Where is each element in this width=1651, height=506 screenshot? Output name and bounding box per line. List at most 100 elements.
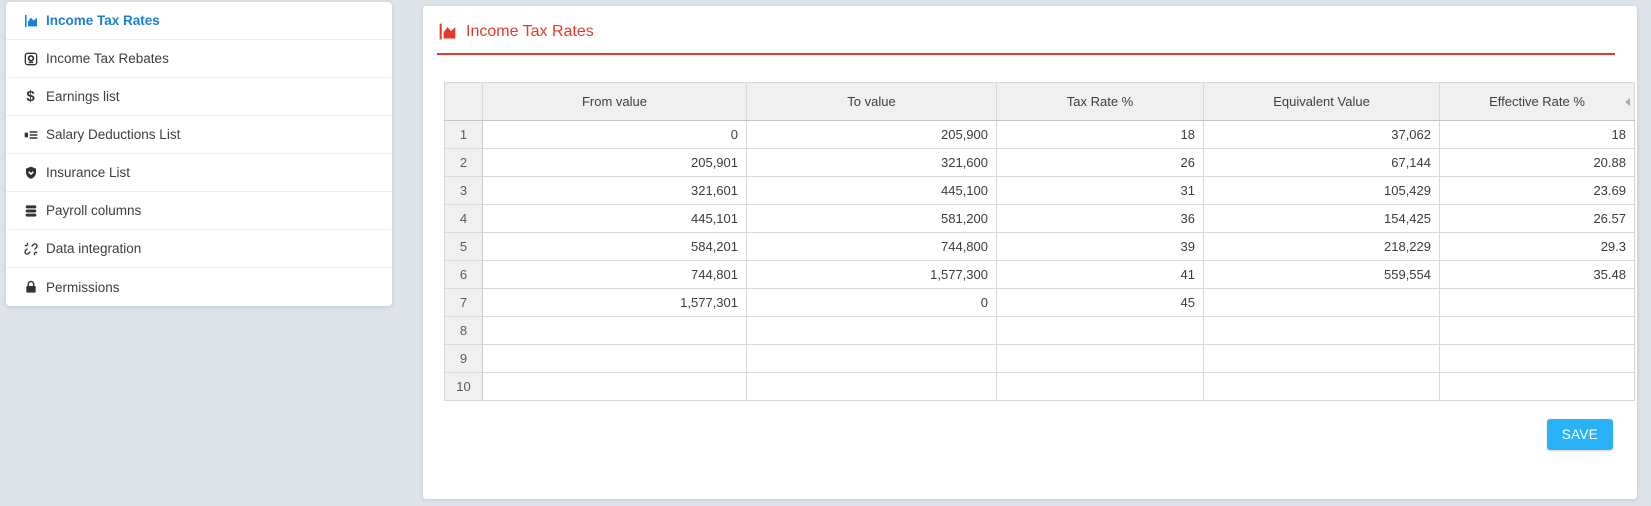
grid-cell[interactable]: 20.88	[1439, 148, 1635, 177]
sidebar-item-label: Earnings list	[46, 89, 120, 104]
grid-cell[interactable]	[1439, 316, 1635, 345]
grid-cell[interactable]: 105,429	[1203, 176, 1440, 205]
grid-cell[interactable]	[1203, 316, 1440, 345]
content-panel: Income Tax Rates From value To value Tax…	[423, 6, 1637, 499]
area-chart-icon	[22, 12, 39, 29]
grid-row: 6 744,801 1,577,300 41 559,554 35.48	[444, 260, 1635, 289]
grid-cell[interactable]	[996, 344, 1204, 373]
title-divider	[437, 53, 1615, 55]
grid-cell[interactable]: 1,577,300	[746, 260, 997, 289]
sidebar-item-label: Data integration	[46, 241, 142, 256]
grid-cell[interactable]: 584,201	[482, 232, 747, 261]
grid-cell[interactable]: 744,800	[746, 232, 997, 261]
grid-cell[interactable]	[1203, 344, 1440, 373]
area-chart-icon	[437, 21, 458, 42]
grid-row: 10	[444, 372, 1635, 401]
grid-cell[interactable]: 23.69	[1439, 176, 1635, 205]
grid-cell[interactable]: 218,229	[1203, 232, 1440, 261]
grid-cell[interactable]	[996, 372, 1204, 401]
grid-cell[interactable]: 445,100	[746, 176, 997, 205]
column-header-effective-rate[interactable]: Effective Rate %	[1439, 82, 1635, 121]
sidebar-item-label: Payroll columns	[46, 203, 142, 218]
sidebar-item-label: Income Tax Rates	[46, 13, 160, 28]
row-number-cell: 4	[444, 204, 483, 233]
grid-cell[interactable]	[996, 316, 1204, 345]
grid-cell[interactable]: 26	[996, 148, 1204, 177]
grid-cell[interactable]: 321,601	[482, 176, 747, 205]
grid-cell[interactable]: 581,200	[746, 204, 997, 233]
link-off-icon	[22, 240, 39, 257]
grid-cell[interactable]: 41	[996, 260, 1204, 289]
grid-cell[interactable]: 154,425	[1203, 204, 1440, 233]
settings-sidebar: Income Tax Rates Income Tax Rebates $ Ea…	[6, 2, 392, 306]
grid-cell[interactable]: 205,900	[746, 120, 997, 149]
grid-cell[interactable]: 744,801	[482, 260, 747, 289]
sidebar-item-income-tax-rebates[interactable]: Income Tax Rebates	[6, 40, 392, 78]
grid-cell[interactable]: 26.57	[1439, 204, 1635, 233]
sidebar-item-permissions[interactable]: Permissions	[6, 268, 392, 306]
grid-cell[interactable]: 321,600	[746, 148, 997, 177]
grid-cell[interactable]: 36	[996, 204, 1204, 233]
grid-cell[interactable]	[746, 344, 997, 373]
database-icon	[22, 202, 39, 219]
column-header-equivalent-value[interactable]: Equivalent Value	[1203, 82, 1440, 121]
sidebar-item-earnings-list[interactable]: $ Earnings list	[6, 78, 392, 116]
grid-cell[interactable]: 31	[996, 176, 1204, 205]
grid-cell[interactable]	[1439, 288, 1635, 317]
grid-cell[interactable]	[482, 372, 747, 401]
row-number-cell: 3	[444, 176, 483, 205]
deductions-list-icon	[22, 126, 39, 143]
grid-cell[interactable]: 559,554	[1203, 260, 1440, 289]
grid-cell[interactable]: 37,062	[1203, 120, 1440, 149]
grid-row: 4 445,101 581,200 36 154,425 26.57	[444, 204, 1635, 233]
row-number-cell: 7	[444, 288, 483, 317]
grid-row: 5 584,201 744,800 39 218,229 29.3	[444, 232, 1635, 261]
sidebar-item-label: Permissions	[46, 279, 120, 295]
sidebar-item-insurance-list[interactable]: Insurance List	[6, 154, 392, 192]
save-button[interactable]: SAVE	[1546, 419, 1613, 450]
sidebar-item-salary-deductions-list[interactable]: Salary Deductions List	[6, 116, 392, 154]
lock-icon	[22, 279, 39, 296]
grid-cell[interactable]: 39	[996, 232, 1204, 261]
grid-cell[interactable]: 35.48	[1439, 260, 1635, 289]
sidebar-item-data-integration[interactable]: Data integration	[6, 230, 392, 268]
dollar-icon: $	[26, 88, 35, 105]
column-menu-handle-icon[interactable]	[1625, 97, 1630, 106]
column-header-from-value[interactable]: From value	[482, 82, 747, 121]
row-number-cell: 6	[444, 260, 483, 289]
grid-row: 1 0 205,900 18 37,062 18	[444, 120, 1635, 149]
grid-cell[interactable]: 445,101	[482, 204, 747, 233]
row-number-cell: 10	[444, 372, 483, 401]
page-title: Income Tax Rates	[466, 22, 594, 40]
grid-cell[interactable]: 18	[1439, 120, 1635, 149]
grid-cell[interactable]	[1203, 372, 1440, 401]
sidebar-item-label: Insurance List	[46, 165, 131, 180]
grid-row: 2 205,901 321,600 26 67,144 20.88	[444, 148, 1635, 177]
grid-cell[interactable]: 1,577,301	[482, 288, 747, 317]
row-number-cell: 5	[444, 232, 483, 261]
row-number-cell: 1	[444, 120, 483, 149]
grid-cell[interactable]	[1439, 344, 1635, 373]
column-header-tax-rate[interactable]: Tax Rate %	[996, 82, 1204, 121]
panel-header: Income Tax Rates	[437, 21, 1623, 42]
grid-cell[interactable]: 205,901	[482, 148, 747, 177]
sidebar-item-income-tax-rates[interactable]: Income Tax Rates	[6, 2, 392, 40]
grid-cell[interactable]: 0	[482, 120, 747, 149]
rebates-badge-icon	[22, 50, 39, 67]
sidebar-item-payroll-columns[interactable]: Payroll columns	[6, 192, 392, 230]
grid-cell[interactable]: 18	[996, 120, 1204, 149]
grid-cell[interactable]	[1203, 288, 1440, 317]
grid-cell[interactable]: 45	[996, 288, 1204, 317]
grid-row: 8	[444, 316, 1635, 345]
grid-cell[interactable]	[746, 372, 997, 401]
grid-cell[interactable]	[1439, 372, 1635, 401]
grid-header-row: From value To value Tax Rate % Equivalen…	[444, 82, 1635, 121]
grid-cell[interactable]	[482, 316, 747, 345]
grid-cell[interactable]: 67,144	[1203, 148, 1440, 177]
grid-row: 7 1,577,301 0 45	[444, 288, 1635, 317]
grid-cell[interactable]	[746, 316, 997, 345]
grid-cell[interactable]: 0	[746, 288, 997, 317]
grid-cell[interactable]: 29.3	[1439, 232, 1635, 261]
column-header-to-value[interactable]: To value	[746, 82, 997, 121]
grid-cell[interactable]	[482, 344, 747, 373]
